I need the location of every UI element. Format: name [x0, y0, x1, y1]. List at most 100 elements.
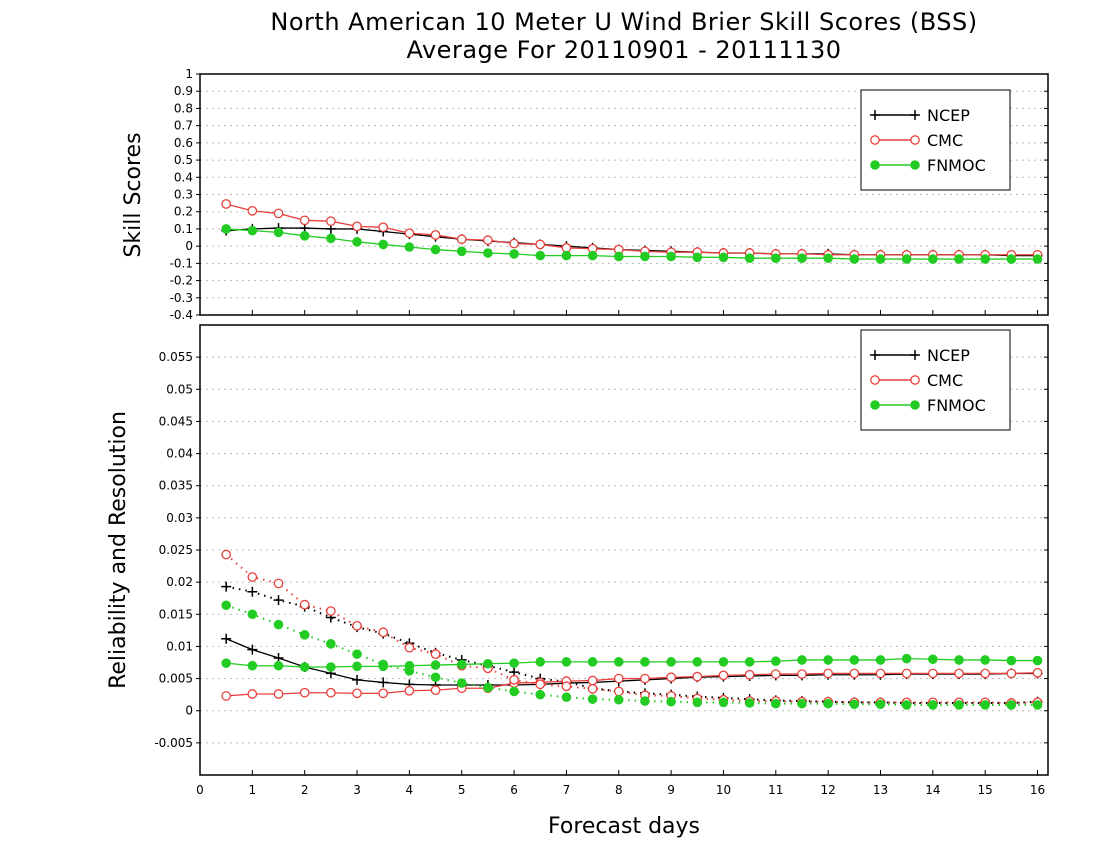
- fnmoc-point: [692, 657, 703, 667]
- y-tick-label: 0.03: [166, 511, 193, 525]
- cmc-point: [483, 235, 493, 245]
- fnmoc-point: [797, 698, 807, 709]
- cmc-point: [640, 673, 650, 684]
- fnmoc-point: [1006, 700, 1017, 710]
- fnmoc-point: [666, 251, 676, 262]
- cmc-point: [352, 621, 362, 631]
- reliability-legend: NCEP CMC FNMOC: [860, 329, 1011, 431]
- x-tick-label: 11: [768, 783, 783, 797]
- chart-title-line1: North American 10 Meter U Wind Brier Ski…: [270, 8, 977, 36]
- ncep-point: [221, 581, 232, 592]
- fnmoc-point: [875, 699, 886, 710]
- cmc-point: [870, 135, 880, 145]
- fnmoc-point: [980, 700, 990, 710]
- cmc-point: [299, 215, 310, 226]
- x-tick-label: 3: [353, 783, 361, 797]
- fnmoc-point: [326, 662, 336, 672]
- fnmoc-point: [561, 657, 572, 667]
- fnmoc-point: [718, 697, 729, 708]
- skill-score-legend: NCEP CMC FNMOC: [860, 89, 1011, 191]
- cmc-point: [901, 668, 912, 679]
- fnmoc-point: [901, 653, 912, 664]
- y-tick-label: 0.1: [174, 222, 193, 236]
- fnmoc-point: [640, 657, 650, 667]
- fnmoc-point: [875, 254, 886, 264]
- fnmoc-point: [771, 253, 781, 263]
- x-tick-label: 5: [458, 783, 466, 797]
- reliability-series: [221, 549, 1043, 710]
- cmc-point: [870, 375, 880, 385]
- ncep-point: [870, 110, 880, 120]
- fnmoc-point: [326, 233, 336, 244]
- fnmoc-point: [666, 696, 676, 707]
- fnmoc-point: [910, 160, 920, 170]
- fnmoc-point: [483, 248, 493, 258]
- fnmoc-point: [823, 655, 833, 665]
- fnmoc-point: [352, 649, 362, 659]
- skill-score-y-axis-label: Skill Scores: [121, 132, 146, 257]
- cmc-point: [430, 230, 441, 240]
- fnmoc-point: [666, 657, 676, 667]
- x-tick-label: 7: [563, 783, 571, 797]
- fnmoc-line: [226, 657, 1038, 668]
- cmc-point: [849, 668, 860, 679]
- fnmoc-point: [1032, 655, 1043, 666]
- legend-label: FNMOC: [927, 396, 986, 415]
- cmc-point: [613, 673, 624, 684]
- cmc-point: [247, 689, 258, 699]
- fnmoc-point: [910, 400, 920, 410]
- y-tick-label: -0.4: [170, 308, 193, 322]
- cmc-point: [823, 668, 833, 679]
- fnmoc-point: [875, 655, 886, 665]
- fnmoc-point: [954, 655, 964, 665]
- legend-label: NCEP: [927, 346, 970, 365]
- cmc-point: [221, 199, 232, 209]
- cmc-line: [226, 672, 1038, 697]
- fnmoc-point: [587, 694, 598, 704]
- ncep-point: [910, 110, 920, 120]
- fnmoc-point: [378, 659, 389, 670]
- y-tick-label: 0.005: [159, 672, 193, 686]
- y-tick-label: 0.04: [166, 447, 193, 461]
- fnmoc-point: [273, 660, 284, 671]
- fnmoc-point: [352, 237, 362, 247]
- fnmoc-point: [561, 250, 572, 261]
- ncep-point: [352, 674, 363, 685]
- y-tick-label: 0: [185, 704, 193, 718]
- y-tick-label: 0.015: [159, 607, 193, 621]
- fnmoc-point: [1032, 254, 1043, 264]
- y-tick-label: 0.8: [174, 101, 193, 115]
- cmc-point: [221, 549, 232, 560]
- fnmoc-point: [299, 630, 310, 640]
- x-tick-label: 2: [301, 783, 309, 797]
- fnmoc-point: [797, 655, 807, 665]
- cmc-point: [980, 668, 991, 679]
- fnmoc-point: [692, 697, 703, 708]
- fnmoc-point: [823, 698, 833, 709]
- cmc-point: [430, 685, 441, 695]
- x-tick-label: 4: [406, 783, 414, 797]
- fnmoc-point: [980, 254, 990, 264]
- skill-score-panel: -0.4 -0.3 -0.2 -0.1 0 0.1 0.2 0.3 0.4 0.5 0.6 0.7 0.…: [121, 67, 1049, 322]
- ncep-point: [378, 677, 389, 688]
- cmc-point: [587, 675, 598, 686]
- y-tick-label: -0.2: [170, 274, 193, 288]
- fnmoc-point: [509, 658, 519, 668]
- y-tick-label: 0.3: [174, 188, 193, 202]
- x-tick-label: 6: [510, 783, 518, 797]
- y-tick-label: 0.4: [174, 170, 193, 184]
- fnmoc-point: [692, 252, 703, 263]
- fnmoc-point: [771, 656, 781, 667]
- y-tick-label: 0.6: [174, 136, 193, 150]
- cmc-point: [404, 685, 415, 696]
- cmc-point: [910, 375, 920, 385]
- cmc-point: [509, 238, 519, 249]
- fnmoc-point: [221, 224, 231, 234]
- fnmoc-point: [378, 239, 389, 250]
- fnmoc-point: [823, 253, 833, 263]
- fnmoc-point: [771, 698, 781, 709]
- y-tick-label: 0: [185, 239, 193, 253]
- fnmoc-point: [928, 254, 938, 264]
- ncep-point: [247, 586, 258, 597]
